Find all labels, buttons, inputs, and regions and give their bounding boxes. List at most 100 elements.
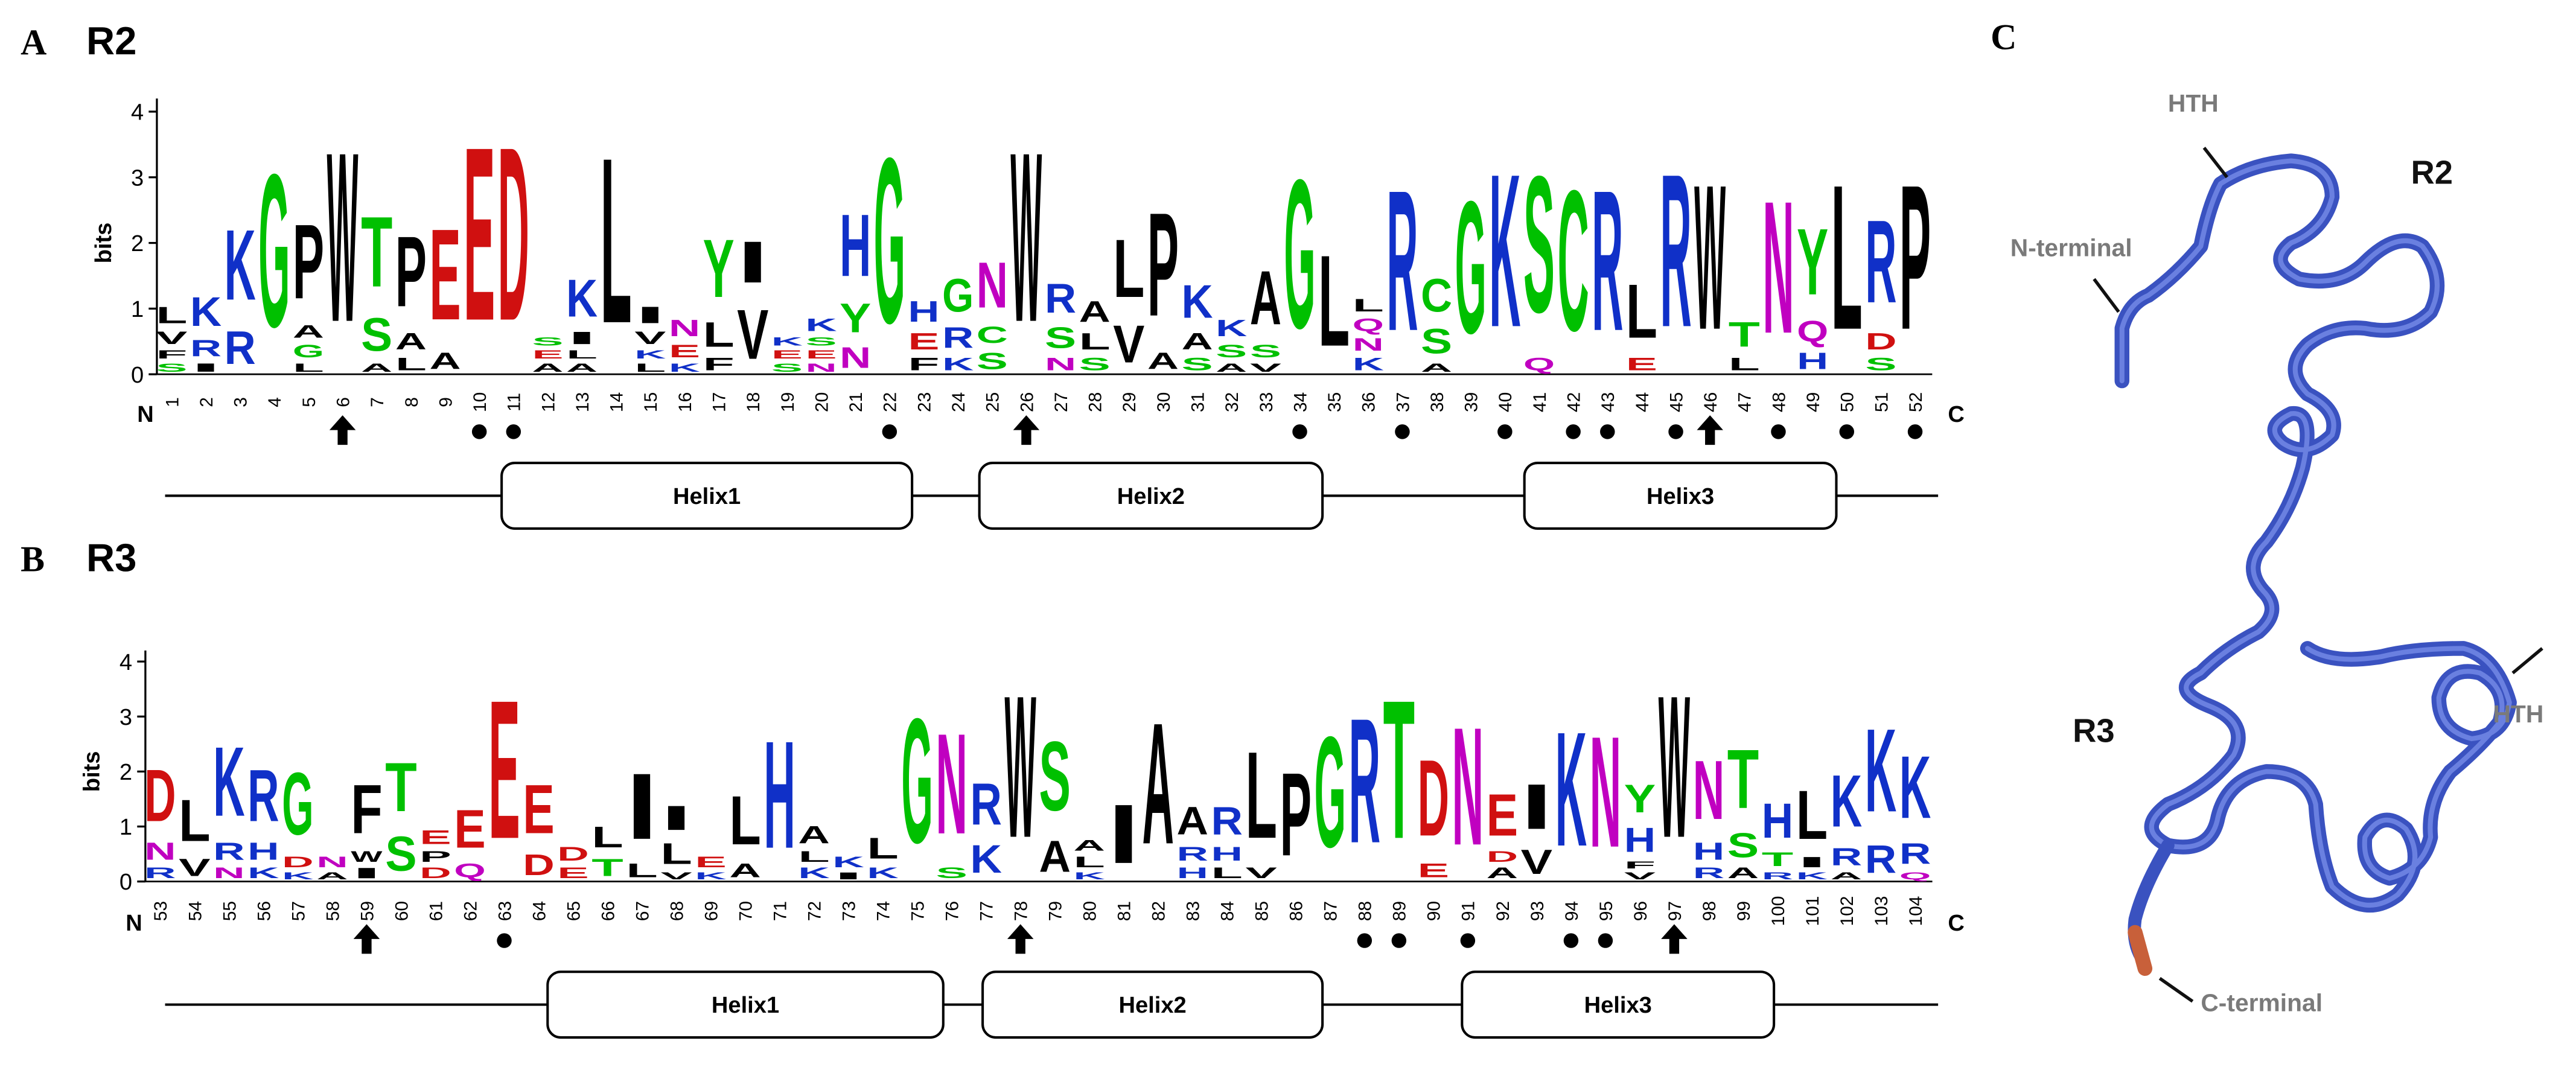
logo-letter: D bbox=[557, 842, 588, 865]
position-label: 18 bbox=[744, 392, 764, 412]
structure-annotation: N-terminal bbox=[2010, 234, 2132, 261]
logo-letter: I bbox=[351, 865, 382, 882]
position-label: 13 bbox=[573, 392, 593, 412]
logo-letter: F bbox=[703, 354, 735, 374]
logo-letter: E bbox=[806, 348, 837, 362]
logo-letter: N bbox=[1590, 704, 1621, 881]
position-label: 100 bbox=[1768, 896, 1788, 926]
position-label: 94 bbox=[1562, 901, 1582, 921]
logo-letter: L bbox=[1353, 295, 1384, 315]
helix-box bbox=[978, 462, 1324, 530]
logo-letter: K bbox=[1796, 870, 1828, 881]
logo-letter: L bbox=[601, 109, 632, 373]
position-label: 48 bbox=[1769, 392, 1789, 412]
logo-letter: D bbox=[498, 95, 529, 373]
logo-letter: P bbox=[1280, 748, 1312, 881]
position-label: 39 bbox=[1462, 392, 1482, 412]
helix-label: Helix2 bbox=[1118, 993, 1186, 1018]
logo-letter: S bbox=[1045, 321, 1076, 354]
logo-letter: L bbox=[156, 302, 187, 329]
arrow-marker bbox=[1007, 924, 1034, 954]
logo-letter: N bbox=[936, 704, 967, 864]
logo-letter: D bbox=[523, 849, 554, 882]
logo-letter: R bbox=[1386, 148, 1418, 372]
logo-letter: S bbox=[385, 826, 416, 882]
logo-letter: K bbox=[771, 335, 803, 348]
position-label: 47 bbox=[1735, 392, 1755, 412]
position-label: 88 bbox=[1356, 901, 1376, 921]
logo-letter: K bbox=[1555, 698, 1587, 881]
position-label: 5 bbox=[299, 397, 319, 407]
logo-letter: N bbox=[1452, 693, 1484, 881]
logo-letter: A bbox=[1073, 838, 1105, 854]
logo-letter: L bbox=[1113, 223, 1144, 315]
ribbon-highlight bbox=[2119, 158, 2512, 908]
logo-letter: E bbox=[695, 854, 726, 870]
logo-letter: I bbox=[660, 798, 692, 837]
logo-letter: E bbox=[1487, 782, 1518, 848]
c-terminus-label: C bbox=[1948, 402, 1965, 427]
helix-box bbox=[981, 970, 1324, 1039]
dot-marker bbox=[506, 424, 521, 439]
position-label: 49 bbox=[1803, 392, 1823, 412]
logo-letter: N bbox=[316, 854, 348, 870]
logo-letter: E bbox=[419, 826, 451, 849]
panel-letter: A bbox=[21, 22, 46, 62]
logo-letter: K bbox=[798, 865, 829, 881]
dot-marker bbox=[1771, 424, 1786, 439]
position-label: 44 bbox=[1633, 392, 1653, 412]
logo-letter: C bbox=[1421, 269, 1452, 321]
logo-letter: P bbox=[419, 849, 451, 865]
logo-letter: L bbox=[1211, 865, 1243, 881]
position-label: 75 bbox=[908, 901, 928, 921]
logo-letter: R bbox=[1865, 197, 1896, 328]
panel-letter: B bbox=[21, 540, 45, 579]
logo-letter: N bbox=[1693, 742, 1724, 837]
position-label: 96 bbox=[1631, 901, 1651, 921]
logo-letter: N bbox=[144, 838, 176, 865]
logo-letter: K bbox=[190, 288, 222, 334]
y-tick-label: 4 bbox=[120, 650, 132, 675]
logo-letter: R bbox=[1831, 843, 1862, 870]
logo-letter: S bbox=[1216, 342, 1247, 362]
position-label: 104 bbox=[1906, 896, 1926, 926]
logo-letter: A bbox=[798, 821, 829, 849]
logo-letter: W bbox=[1659, 654, 1690, 881]
logo-letter: V bbox=[179, 854, 211, 882]
position-label: 34 bbox=[1290, 392, 1310, 412]
structure-annotation: HTH bbox=[2493, 700, 2543, 728]
logo-letter: H bbox=[1624, 821, 1656, 859]
position-label: 45 bbox=[1666, 392, 1686, 412]
position-label: 16 bbox=[675, 392, 695, 412]
logo-letter: K bbox=[867, 865, 898, 881]
logo-letter: Q bbox=[1523, 354, 1555, 374]
logo-letter: V bbox=[156, 328, 187, 348]
logo-letter: A bbox=[1147, 348, 1179, 374]
position-label: 50 bbox=[1838, 392, 1858, 412]
logo-letter: K bbox=[1865, 705, 1896, 837]
logo-letter: S bbox=[771, 361, 803, 374]
logo-letter: V bbox=[1250, 361, 1281, 374]
pointer-arrows bbox=[2093, 147, 2543, 1003]
logo-letter: S bbox=[806, 335, 837, 348]
logo-letter: S bbox=[361, 308, 392, 361]
logo-letter: I bbox=[566, 328, 598, 348]
logo-letter: K bbox=[942, 354, 974, 374]
position-label: 37 bbox=[1393, 392, 1413, 412]
logo-letter: K bbox=[832, 854, 864, 870]
y-tick-label: 0 bbox=[120, 870, 132, 895]
logo-letter: D bbox=[1865, 328, 1896, 355]
position-label: 22 bbox=[881, 392, 901, 412]
arrow-marker bbox=[353, 924, 380, 954]
helix-box bbox=[1461, 970, 1776, 1039]
dot-marker bbox=[1563, 933, 1579, 948]
logo-letter: I bbox=[626, 754, 657, 859]
logo-letter: T bbox=[1762, 848, 1793, 870]
logo-letter: I bbox=[737, 229, 768, 295]
y-tick-label: 3 bbox=[131, 165, 144, 191]
structure-annotation: R3 bbox=[2073, 712, 2115, 749]
position-label: 99 bbox=[1734, 901, 1754, 921]
logo-letter: Q bbox=[1353, 315, 1384, 335]
position-label: 4 bbox=[265, 397, 285, 407]
